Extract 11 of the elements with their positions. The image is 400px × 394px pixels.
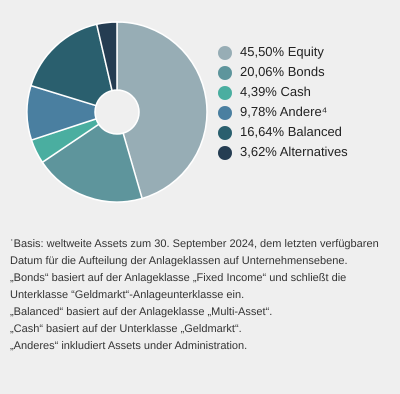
legend-label: 9,78% Andere⁴ [240, 104, 328, 119]
legend-label: 3,62% Alternatives [240, 144, 348, 159]
text: ˈBasis: weltweite Assets zum 30. September 2024, dem letzten verfügbaren Datum für die Aufteilung der Anlageklassen auf Unternehmensebene. [10, 237, 380, 269]
text: „Anderes“ inkludiert Assets under Administration. [10, 339, 248, 354]
text: „Balanced“ basiert auf der Anlageklasse „Multi-Asset“. [10, 305, 274, 320]
legend-label: 16,64% Balanced [240, 124, 342, 139]
legend-label: 45,50% Equity [240, 44, 324, 59]
text: „Bonds“ basiert auf der Anlageklasse „Fixed Income“ und schließt die Unterklasse “Geldmarkt“-Anlageunterklasse ein. [10, 271, 348, 303]
legend-label: 4,39% Cash [240, 84, 311, 99]
legend-label: 20,06% Bonds [240, 64, 325, 79]
text: „Cash“ basiert auf der Unterklasse „Geldmarkt“. [10, 322, 243, 337]
